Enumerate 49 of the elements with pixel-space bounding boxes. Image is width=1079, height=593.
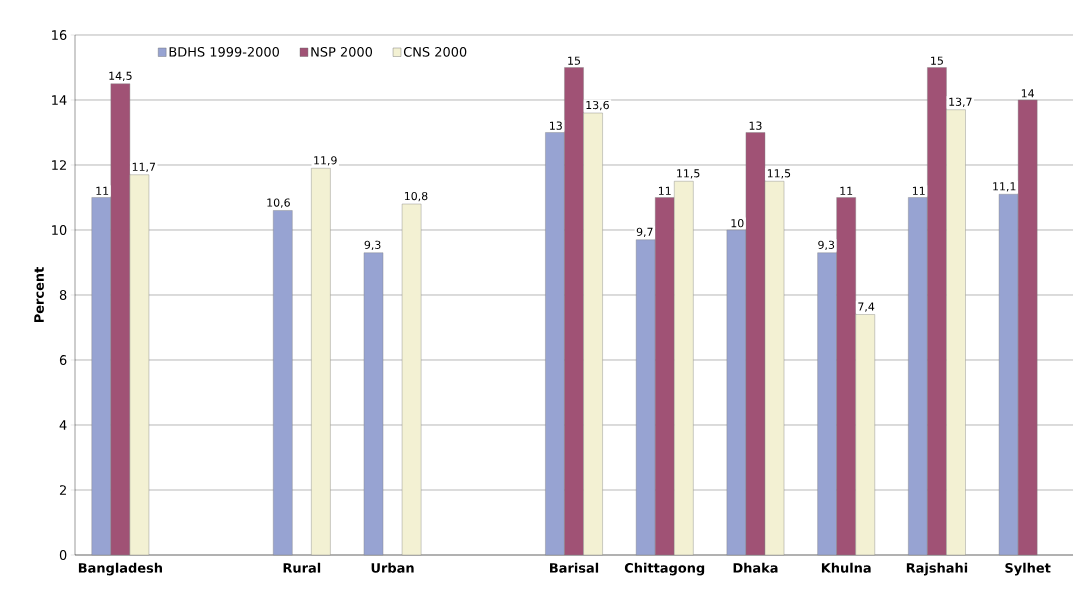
y-tick-label: 14 [52,95,67,105]
y-tick-label: 16 [52,30,67,40]
data-label: 14 [1021,89,1035,98]
data-label: 13,7 [949,97,972,108]
bar [401,203,422,556]
x-tick-label: Chittagong [624,562,705,576]
x-tick-label: Urban [371,562,414,573]
data-label: 13 [749,121,762,130]
data-label: 10,6 [267,198,290,208]
data-label: 9,3 [818,240,835,251]
data-label: 14,5 [109,71,132,82]
x-tick-label: Barisal [550,562,599,573]
data-label: 11,1 [993,182,1016,192]
y-tick-label: 4 [59,420,67,430]
data-label: 13,6 [586,100,609,111]
data-label: 11 [96,186,109,195]
data-label: 11 [912,186,925,195]
x-tick-label: Rural [283,562,321,573]
data-label: 11,5 [677,169,700,179]
data-label: 10 [731,219,744,228]
y-tick-label: 2 [59,485,66,495]
data-label: 15 [931,56,943,65]
y-tick-label: 12 [52,160,66,170]
legend-label: CNS 2000 [403,46,467,57]
data-label: 10,8 [404,191,428,202]
data-label: 13 [550,121,562,130]
y-tick-label: 10 [52,225,67,235]
data-label: 9,7 [636,227,653,238]
x-tick-label: Dhaka [733,562,778,573]
x-tick-label: Rajshahi [906,562,968,576]
legend-label: NSP 2000 [311,46,373,57]
data-label: 11,5 [767,169,791,179]
y-axis-title: Percent [34,267,44,323]
data-label: 11,7 [132,162,156,173]
x-tick-label: Bangladesh [78,562,162,576]
data-label: 11 [658,186,671,195]
y-tick-label: 6 [59,355,67,365]
bar [273,210,293,556]
x-tick-label: Khulna [821,562,871,573]
data-label: 11 [840,186,853,195]
legend-label: BDHS 1999-2000 [169,46,279,57]
data-label: 11,9 [314,156,337,166]
data-label: 15 [568,56,581,65]
y-tick-label: 8 [59,290,67,300]
bar [363,252,384,556]
x-tick-label: Sylhet [1005,562,1051,576]
data-label: 7,4 [858,302,875,312]
y-tick-label: 0 [59,550,67,560]
data-label: 9,3 [364,240,381,251]
